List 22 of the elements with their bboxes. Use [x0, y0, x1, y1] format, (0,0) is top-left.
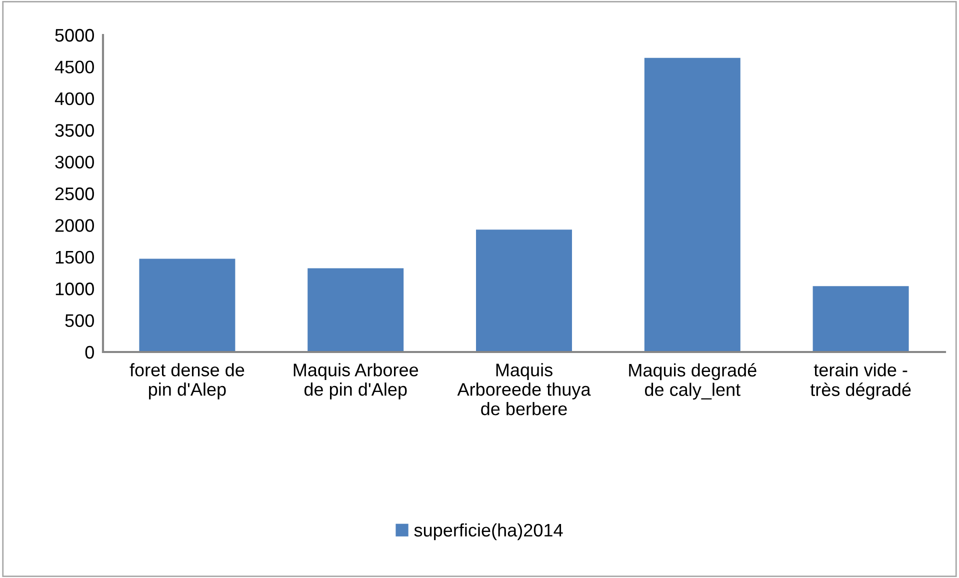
bar — [139, 258, 236, 352]
y-tick-label: 500 — [65, 314, 94, 328]
x-tick-label: Maquis Arboreede thuya de berbere — [457, 363, 591, 416]
x-tick-label: terain vide - très dégradé — [810, 363, 911, 400]
bar — [308, 268, 404, 352]
y-tick-label: 5000 — [55, 28, 94, 42]
bar — [476, 230, 572, 352]
x-tick-label: Maquis degradé de caly_lent — [629, 363, 756, 400]
y-tick-label: 1500 — [56, 250, 94, 264]
bar — [644, 58, 740, 352]
y-tick-label: 2500 — [55, 187, 94, 200]
y-tick-label: 3500 — [55, 124, 94, 137]
y-tick-label: 3000 — [55, 156, 94, 169]
legend-label: superficie(ha)2014 — [414, 523, 563, 540]
x-tick-label: foret dense de pin d'Alep — [130, 363, 244, 400]
y-tick-label: 4500 — [54, 60, 94, 74]
y-tick-label: 1000 — [56, 282, 94, 296]
y-tick-label: 2000 — [55, 219, 94, 232]
y-tick-label: 4000 — [54, 92, 94, 106]
x-tick-label: Maquis Arboree de pin d'Alep — [294, 363, 418, 400]
bar — [812, 286, 909, 352]
y-tick-label: 0 — [85, 346, 94, 359]
